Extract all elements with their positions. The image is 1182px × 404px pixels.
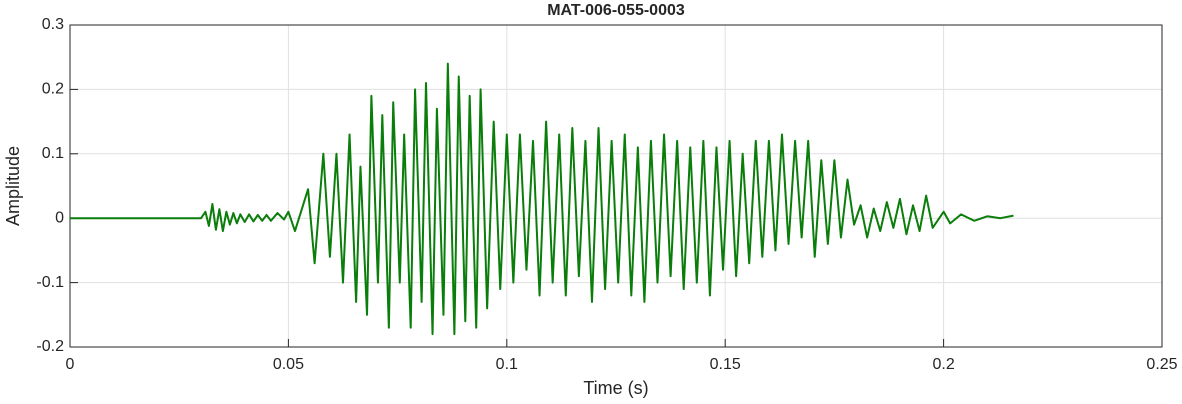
y-tick-label: 0.2 <box>42 81 64 98</box>
plot-area <box>70 25 1162 347</box>
x-tick-label: 0.1 <box>496 356 518 373</box>
x-axis-label: Time (s) <box>583 378 648 398</box>
waveform-line <box>70 62 1014 336</box>
y-tick-label: 0.1 <box>42 145 64 162</box>
x-tick-label: 0.25 <box>1146 356 1177 373</box>
y-axis-label: Amplitude <box>3 146 23 226</box>
y-tick-label: -0.1 <box>36 274 64 291</box>
y-tick-label: 0 <box>55 209 64 226</box>
y-tick-label: 0.3 <box>42 16 64 33</box>
x-tick-label: 0.2 <box>932 356 954 373</box>
x-tick-label: 0.15 <box>710 356 741 373</box>
chart-title: MAT-006-055-0003 <box>547 2 685 19</box>
axes-box <box>69 24 1163 348</box>
y-tick-label: -0.2 <box>36 338 64 355</box>
x-tick-label: 0.05 <box>273 356 304 373</box>
x-tick-label: 0 <box>66 356 75 373</box>
